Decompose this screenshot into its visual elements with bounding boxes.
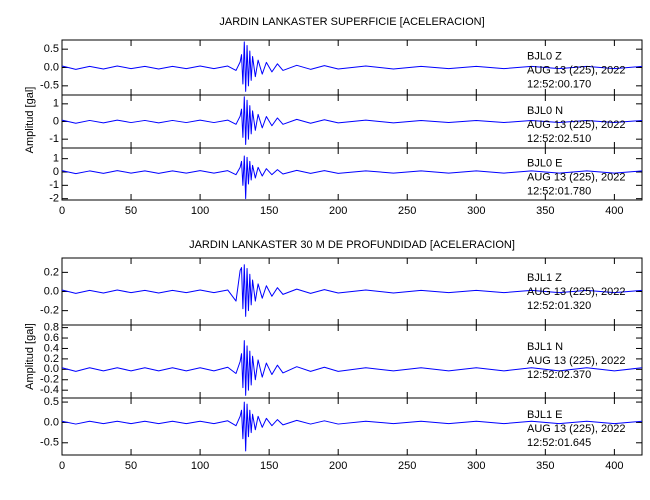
y-tick-label: -1: [49, 179, 59, 191]
y-tick-label: 0.8: [44, 322, 59, 334]
x-tick-label: 400: [605, 460, 623, 472]
x-tick-label: 50: [125, 460, 137, 472]
y-tick-label: 0.0: [44, 363, 59, 375]
x-tick-label: 0: [59, 460, 65, 472]
x-tick-label: 400: [605, 205, 623, 217]
x-tick-label: 200: [329, 460, 347, 472]
date-label: AUG 13 (225), 2022: [527, 172, 625, 184]
trace: [61, 264, 643, 317]
y-tick-label: 0.5: [44, 43, 59, 55]
station-label: BJL0 E: [527, 158, 562, 170]
y-tick-label: 0.0: [44, 285, 59, 297]
date-label: AUG 13 (225), 2022: [527, 64, 625, 76]
time-label: 12:52:00.170: [527, 78, 591, 90]
x-tick-label: 200: [329, 205, 347, 217]
y-tick-label: 0.5: [44, 396, 59, 408]
chart-title: JARDIN LANKASTER SUPERFICIE [ACELERACION…: [219, 16, 484, 28]
chart-title: JARDIN LANKASTER 30 M DE PROFUNDIDAD [AC…: [189, 239, 515, 251]
y-tick-label: 1: [53, 98, 59, 110]
y-axis-label: Amplitud [gal]: [24, 87, 36, 154]
station-label: BJL0 N: [527, 105, 563, 117]
y-tick-label: -0.5: [40, 437, 59, 449]
y-tick-label: -0.2: [40, 305, 59, 317]
time-label: 12:52:02.510: [527, 133, 591, 145]
x-tick-label: 100: [191, 205, 209, 217]
station-label: BJL0 Z: [527, 50, 562, 62]
x-tick-label: 0: [59, 205, 65, 217]
time-label: 12:52:02.370: [527, 369, 591, 381]
trace: [61, 96, 643, 145]
station-label: BJL1 N: [527, 341, 563, 353]
station-label: BJL1 E: [527, 409, 562, 421]
date-label: AUG 13 (225), 2022: [527, 355, 625, 367]
date-label: AUG 13 (225), 2022: [527, 423, 625, 435]
date-label: AUG 13 (225), 2022: [527, 286, 625, 298]
x-tick-label: 100: [191, 460, 209, 472]
y-tick-label: -1: [49, 133, 59, 145]
date-label: AUG 13 (225), 2022: [527, 119, 625, 131]
y-axis-label: Amplitud [gal]: [24, 323, 36, 390]
y-tick-label: 0.4: [44, 342, 59, 354]
trace: [61, 401, 643, 452]
y-tick-label: 0: [53, 115, 59, 127]
y-tick-label: 0.6: [44, 332, 59, 344]
x-tick-label: 150: [260, 205, 278, 217]
panel-frame: [61, 397, 643, 456]
y-tick-label: 0: [53, 166, 59, 178]
y-tick-label: -0.5: [40, 80, 59, 92]
y-tick-label: -2: [49, 193, 59, 205]
trace: [61, 340, 643, 396]
y-tick-label: 0.0: [44, 416, 59, 428]
x-tick-label: 150: [260, 460, 278, 472]
x-tick-label: 300: [467, 205, 485, 217]
y-tick-label: -0.2: [40, 374, 59, 386]
y-tick-label: 1: [53, 153, 59, 165]
time-label: 12:52:01.780: [527, 186, 591, 198]
time-label: 12:52:01.645: [527, 437, 591, 449]
x-tick-label: 350: [536, 460, 554, 472]
trace: [61, 155, 643, 200]
y-tick-label: 0.0: [44, 61, 59, 73]
panel-frame: [61, 147, 643, 201]
time-label: 12:52:01.320: [527, 300, 591, 312]
y-tick-label: 0.2: [44, 353, 59, 365]
x-tick-label: 350: [536, 205, 554, 217]
x-tick-label: 300: [467, 460, 485, 472]
y-tick-label: -0.4: [40, 384, 59, 396]
x-tick-label: 250: [398, 205, 416, 217]
x-tick-label: 250: [398, 460, 416, 472]
y-tick-label: 0.2: [44, 266, 59, 278]
station-label: BJL1 Z: [527, 272, 562, 284]
x-tick-label: 50: [125, 205, 137, 217]
trace: [61, 41, 643, 92]
